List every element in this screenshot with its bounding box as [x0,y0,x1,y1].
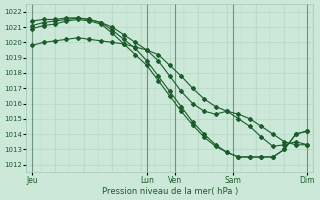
X-axis label: Pression niveau de la mer( hPa ): Pression niveau de la mer( hPa ) [101,187,238,196]
